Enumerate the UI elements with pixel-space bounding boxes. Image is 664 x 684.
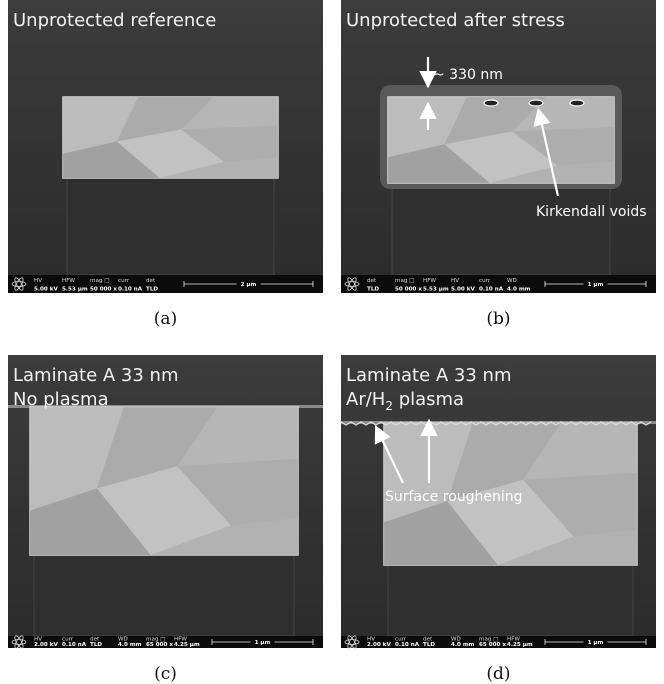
void <box>570 100 584 106</box>
panel-title: Unprotected after stress <box>346 10 565 31</box>
panel-title: Unprotected reference <box>13 10 216 31</box>
info-value: TLD <box>90 642 102 648</box>
info-label: det <box>146 278 156 284</box>
lower-column <box>392 183 610 275</box>
info-value: 2.00 kV <box>34 642 58 648</box>
info-value: 4.0 mm <box>507 286 531 292</box>
title-segment: Laminate A 33 nm <box>13 365 179 386</box>
info-value: 5.00 kV <box>451 286 475 292</box>
info-value: 0.10 nA <box>118 286 143 292</box>
info-value: 50 000 x <box>90 286 117 292</box>
panel-title: Laminate A 33 nm <box>13 365 179 386</box>
lower-column <box>34 555 294 636</box>
info-value: 4.25 µm <box>174 642 200 648</box>
title-segment: No plasma <box>13 389 109 410</box>
info-value: 5.00 kV <box>34 286 58 292</box>
panel-title: No plasma <box>13 389 109 410</box>
info-label: curr <box>118 278 130 284</box>
info-label: HFW <box>423 278 436 284</box>
info-value: 4.25 µm <box>507 642 533 648</box>
scale-label: 1 µm <box>255 640 271 646</box>
thickness-label: ~ 330 nm <box>433 67 503 83</box>
panel-caption: (c) <box>154 664 177 684</box>
roughening-label: Surface roughening <box>385 489 523 505</box>
title-segment: 2 <box>385 399 393 413</box>
scale-label: 1 µm <box>588 282 604 288</box>
title-segment: Laminate A 33 nm <box>346 365 512 386</box>
info-label: HFW <box>62 278 75 284</box>
info-value: 65 000 x <box>479 642 506 648</box>
panel-caption: (b) <box>486 309 510 329</box>
void <box>484 100 498 106</box>
info-value: TLD <box>146 286 158 292</box>
info-label: mag □ <box>90 278 110 284</box>
scale-label: 2 µm <box>241 282 257 288</box>
sem-panel: Unprotected after stress det TLD mag □ 50 00… <box>341 0 656 293</box>
info-value: 0.10 nA <box>479 286 504 292</box>
page: {"panels": [ {"title_lines": [[{"text": … <box>0 0 664 684</box>
panel-caption: (a) <box>154 309 177 329</box>
info-label: HV <box>34 278 42 284</box>
title-segment: plasma <box>393 389 464 410</box>
figure: Unprotected reference HV 5.00 kV HFW 5.53 µm… <box>0 0 664 684</box>
info-value: TLD <box>423 642 435 648</box>
void <box>529 100 543 106</box>
info-value: 50 000 x <box>395 286 422 292</box>
title-segment: Unprotected after stress <box>346 10 565 31</box>
info-value: 4.0 mm <box>118 642 142 648</box>
title-segment: Ar/H <box>346 389 385 410</box>
info-value: 2.00 kV <box>367 642 391 648</box>
sem-panel: Unprotected reference HV 5.00 kV HFW 5.53 µm… <box>8 0 323 293</box>
scale-label: 1 µm <box>588 640 604 646</box>
panel-title: Ar/H2 plasma <box>346 389 464 413</box>
info-label: mag □ <box>395 278 415 284</box>
info-label: WD <box>507 278 517 284</box>
info-value: 5.53 µm <box>423 286 449 292</box>
info-value: 5.53 µm <box>62 286 88 292</box>
info-label: det <box>367 278 377 284</box>
info-label: HV <box>451 278 459 284</box>
lower-column <box>388 565 633 636</box>
info-value: TLD <box>367 286 379 292</box>
panel-title: Laminate A 33 nm <box>346 365 512 386</box>
panel-caption: (d) <box>486 664 510 684</box>
info-label: curr <box>479 278 491 284</box>
lower-column <box>67 178 274 275</box>
info-value: 0.10 nA <box>62 642 87 648</box>
info-value: 4.0 mm <box>451 642 475 648</box>
title-segment: Unprotected reference <box>13 10 216 31</box>
voids-label: Kirkendall voids <box>536 204 647 220</box>
info-value: 65 000 x <box>146 642 173 648</box>
info-value: 0.10 nA <box>395 642 420 648</box>
